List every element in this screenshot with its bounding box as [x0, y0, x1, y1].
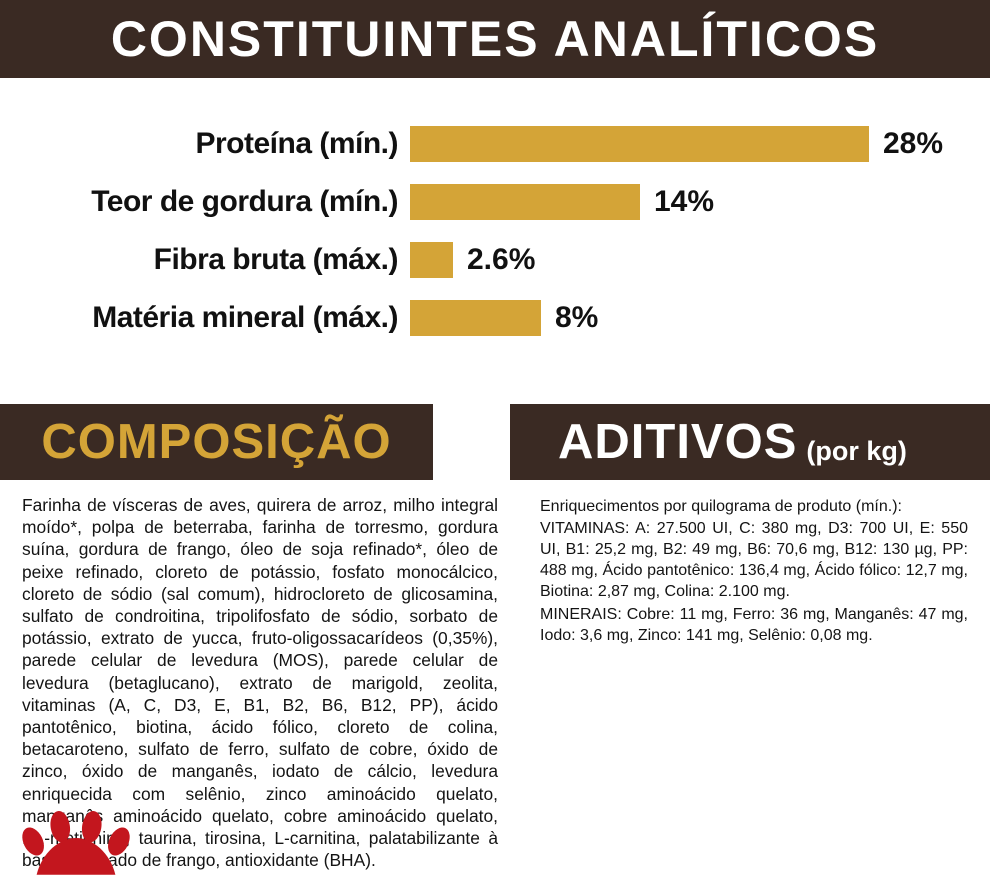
composition-heading: COMPOSIÇÃO	[41, 415, 392, 469]
bar-label: Fibra bruta (máx.)	[153, 243, 399, 276]
additives-text: Enriquecimentos por quilograma de produt…	[540, 496, 968, 646]
additives-heading-suffix: (por kg)	[806, 436, 907, 466]
chart-row-protein: Proteína (mín.) 28%	[0, 124, 990, 164]
additives-heading: ADITIVOS	[558, 415, 798, 469]
additives-header: ADITIVOS (por kg)	[510, 404, 990, 480]
additives-vitamins: VITAMINAS: A: 27.500 UI, C: 380 mg, D3: …	[540, 520, 968, 600]
composition-header: COMPOSIÇÃO	[0, 404, 433, 480]
bar-fill	[410, 300, 541, 336]
chart-row-fibre: Fibra bruta (máx.) 2.6%	[0, 240, 990, 280]
royal-canin-paw-logo-icon	[22, 810, 130, 875]
bar-fill	[410, 126, 869, 162]
analytical-constituents-banner: CONSTITUINTES ANALÍTICOS	[0, 0, 990, 78]
bar-value: 2.6%	[467, 243, 536, 276]
analytical-constituents-chart: Proteína (mín.) 28% Teor de gordura (mín…	[0, 124, 990, 356]
bar-fill	[410, 184, 640, 220]
bar-value: 28%	[883, 127, 944, 160]
chart-row-fat: Teor de gordura (mín.) 14%	[0, 182, 990, 222]
bar-label: Teor de gordura (mín.)	[91, 185, 398, 218]
chart-row-mineral: Matéria mineral (máx.) 8%	[0, 298, 990, 338]
additives-minerals: MINERAIS: Cobre: 11 mg, Ferro: 36 mg, Ma…	[540, 606, 968, 644]
bar-value: 8%	[555, 301, 599, 334]
bar-label: Proteína (mín.)	[195, 127, 398, 160]
bar-fill	[410, 242, 453, 278]
bar-label: Matéria mineral (máx.)	[92, 301, 398, 334]
page-title: CONSTITUINTES ANALÍTICOS	[110, 11, 880, 67]
additives-intro: Enriquecimentos por quilograma de produt…	[540, 498, 902, 515]
bar-value: 14%	[654, 185, 715, 218]
composition-text: Farinha de vísceras de aves, quirera de …	[22, 495, 498, 871]
